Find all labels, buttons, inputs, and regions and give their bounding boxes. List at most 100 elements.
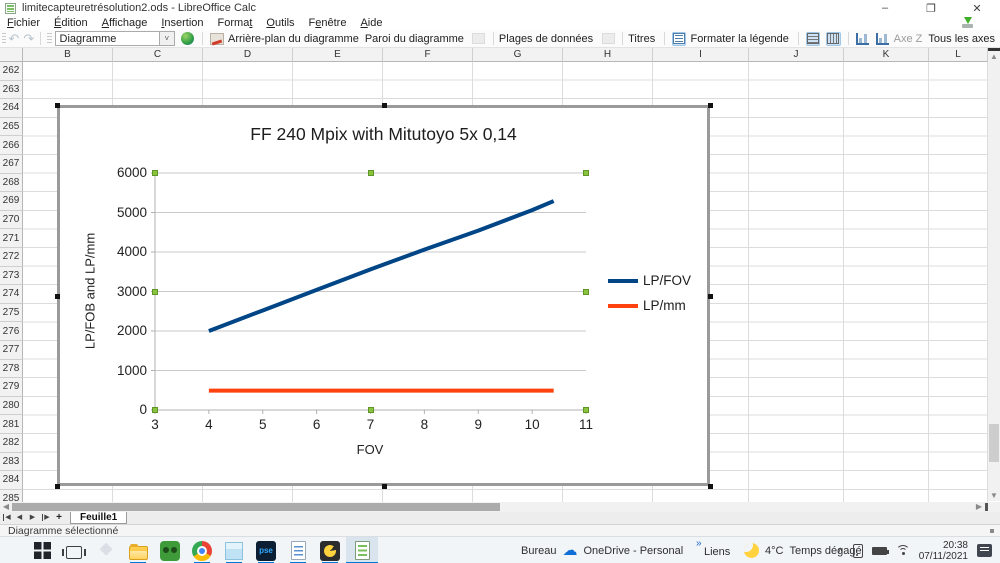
row-header-270[interactable]: 270 (0, 210, 23, 230)
chart-background-icon[interactable] (209, 32, 224, 46)
row-header-266[interactable]: 266 (0, 136, 23, 155)
titles-button[interactable]: Titres (628, 32, 656, 45)
column-header-C[interactable]: C (113, 48, 203, 62)
menu-fichier[interactable]: Fichier (7, 17, 41, 29)
row-header-268[interactable]: 268 (0, 173, 23, 193)
chart-element-selector[interactable]: Diagramme ˅ (54, 31, 175, 46)
chart-wall-button[interactable]: Paroi du diagramme (364, 32, 464, 45)
taskbar-app-photoshop-elements[interactable]: pse (250, 537, 282, 563)
taskbar-app-file-explorer[interactable] (122, 537, 154, 563)
row-header-271[interactable]: 271 (0, 229, 23, 248)
scroll-right-icon[interactable]: ▶ (975, 502, 983, 511)
close-button[interactable]: ✕ (972, 2, 982, 15)
row-header-283[interactable]: 283 (0, 452, 23, 472)
toolbar-grip[interactable] (47, 32, 52, 45)
object-anchor-handle[interactable] (381, 484, 387, 489)
format-legend-button[interactable]: Formater la légende (690, 32, 789, 45)
data-ranges-button[interactable]: Plages de données (498, 32, 594, 45)
column-header-G[interactable]: G (473, 48, 563, 62)
row-header-265[interactable]: 265 (0, 117, 23, 137)
row-header-278[interactable]: 278 (0, 359, 23, 379)
onedrive-label[interactable]: OneDrive - Personal (583, 544, 684, 557)
taskbar-app-dropbox[interactable]: ❖ (90, 537, 122, 563)
column-header-F[interactable]: F (383, 48, 473, 62)
restore-button[interactable]: ❐ (926, 2, 936, 15)
battery-icon[interactable] (871, 546, 889, 555)
selection-handle[interactable] (583, 407, 589, 413)
taskbar-app-green-app[interactable] (154, 537, 186, 563)
row-header-281[interactable]: 281 (0, 415, 23, 434)
wifi-icon[interactable] (895, 545, 910, 556)
links-toolbar-label[interactable]: Liens (704, 546, 731, 558)
update-available-icon[interactable] (961, 17, 974, 29)
y-axis-title[interactable]: LP/FOB and LP/mm (82, 232, 98, 350)
row-header-277[interactable]: 277 (0, 341, 23, 360)
column-header-E[interactable]: E (293, 48, 383, 62)
row-header-282[interactable]: 282 (0, 434, 23, 453)
sheet-tab-feuille1[interactable]: Feuille1 (70, 512, 128, 524)
taskbar-app-libreoffice-calc[interactable] (346, 537, 378, 563)
clock[interactable]: 20:38 07/11/2021 (919, 540, 968, 562)
minimize-button[interactable]: – (881, 2, 889, 14)
scroll-left-icon[interactable]: ◀ (2, 502, 10, 511)
selection-handle[interactable] (152, 288, 158, 295)
row-header-274[interactable]: 274 (0, 285, 23, 304)
first-sheet-icon[interactable]: ◀ (0, 512, 13, 524)
menu-outils[interactable]: Outils (266, 17, 295, 29)
row-header-279[interactable]: 279 (0, 378, 23, 397)
selection-handle[interactable] (367, 407, 374, 413)
x-axis-title[interactable]: FOV (356, 442, 384, 457)
taskbar-app-writer-document[interactable] (282, 537, 314, 563)
row-header-276[interactable]: 276 (0, 322, 23, 341)
selection-handle[interactable] (583, 170, 589, 176)
menu-fenetre[interactable]: Fenêtre (308, 17, 347, 29)
vertical-scroll-thumb[interactable] (989, 424, 999, 462)
format-selection-button[interactable] (181, 32, 195, 46)
next-sheet-icon[interactable]: ▶ (29, 514, 36, 521)
taskbar-app-yellow-app[interactable] (314, 537, 346, 563)
menu-edition[interactable]: Édition (54, 17, 88, 29)
all-axes-button[interactable]: Tous les axes (928, 32, 996, 45)
legend-item[interactable]: LP/mm (608, 298, 691, 313)
y-axis-button[interactable] (876, 32, 890, 46)
selection-handle[interactable] (367, 170, 374, 176)
horizontal-scroll-thumb[interactable] (12, 503, 500, 511)
chart-background-button[interactable]: Arrière-plan du diagramme (228, 32, 359, 45)
taskbar-app-task-view[interactable] (58, 537, 90, 563)
vertical-grid-button[interactable] (826, 31, 841, 46)
previous-sheet-icon[interactable]: ◀ (16, 514, 23, 521)
tray-expand-icon[interactable]: ∧ (837, 545, 844, 555)
object-anchor-handle[interactable] (55, 484, 60, 489)
chart-legend[interactable]: LP/FOV LP/mm (608, 273, 691, 323)
select-all-corner[interactable] (0, 48, 23, 62)
scroll-up-icon[interactable]: ▲ (990, 52, 998, 61)
scrollbar-split-handle[interactable] (988, 48, 1000, 51)
device-tray-icon[interactable] (852, 543, 863, 558)
add-sheet-icon[interactable]: + (56, 512, 62, 523)
row-header-262[interactable]: 262 (0, 62, 23, 81)
column-header-K[interactable]: K (844, 48, 929, 62)
menu-format[interactable]: Format (217, 17, 253, 29)
selection-handle[interactable] (152, 407, 158, 413)
menu-affichage[interactable]: Affichage (101, 17, 148, 29)
scrollbar-split-handle[interactable] (985, 503, 988, 511)
column-header-B[interactable]: B (23, 48, 113, 62)
last-sheet-icon[interactable]: ▶ (39, 512, 52, 524)
column-header-J[interactable]: J (749, 48, 844, 62)
row-header-273[interactable]: 273 (0, 266, 23, 286)
row-header-272[interactable]: 272 (0, 248, 23, 267)
column-header-I[interactable]: I (653, 48, 749, 62)
weather-widget[interactable]: 4°C Temps dégagé (744, 537, 862, 563)
toolbar-overflow-icon[interactable]: » (696, 538, 702, 549)
series-line-lp-fov[interactable] (208, 199, 555, 333)
horizontal-grid-button[interactable] (805, 31, 821, 46)
action-center-icon[interactable] (977, 544, 992, 557)
row-header-263[interactable]: 263 (0, 80, 23, 100)
column-header-D[interactable]: D (203, 48, 293, 62)
row-header-285[interactable]: 285 (0, 489, 23, 502)
object-anchor-handle[interactable] (55, 293, 60, 299)
desktop-toolbar-label[interactable]: Bureau (521, 544, 557, 557)
legend-toggle-button[interactable] (672, 31, 687, 46)
scroll-down-icon[interactable]: ▼ (990, 491, 998, 500)
selection-handle[interactable] (152, 170, 158, 176)
